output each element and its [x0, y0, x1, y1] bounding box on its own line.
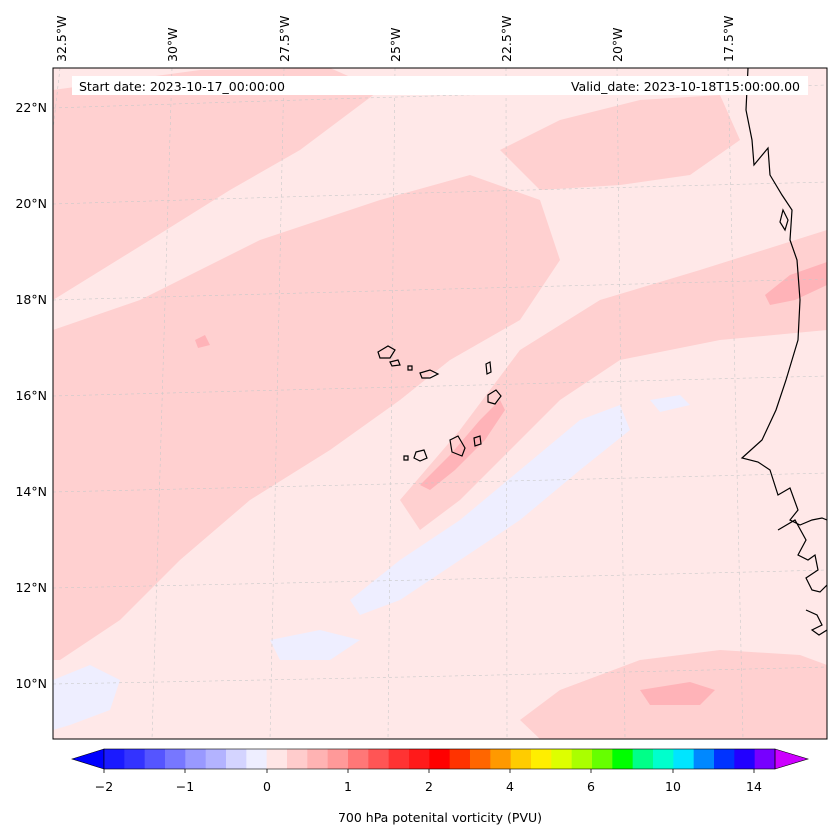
- colorbar-segment: [673, 749, 695, 769]
- lon-label: 22.5°W: [499, 16, 514, 62]
- map-frame: [52, 67, 828, 740]
- cabo-verde-islands: [377, 345, 502, 462]
- lon-label: 25°W: [388, 27, 403, 62]
- colorbar-segment: [571, 749, 593, 769]
- lon-label: 17.5°W: [721, 16, 736, 62]
- colorbar-segment: [266, 749, 288, 769]
- colorbar-segment: [734, 749, 756, 769]
- colorbar-segment: [551, 749, 573, 769]
- lat-label: 18°N: [15, 292, 47, 307]
- colorbar-segment: [104, 749, 125, 769]
- island-boa-vista: [487, 389, 502, 405]
- colorbar-segment: [246, 749, 268, 769]
- colorbar-segment: [632, 749, 654, 769]
- lat-label: 16°N: [15, 388, 47, 403]
- lat-label: 10°N: [15, 676, 47, 691]
- colorbar-tick-label: 2: [425, 779, 433, 794]
- graticule: [53, 68, 827, 739]
- lon-label: 30°W: [165, 27, 180, 62]
- colorbar-tick-label: 1: [344, 779, 352, 794]
- colorbar-segment: [714, 749, 735, 769]
- start-date-text: Start date: 2023-10-17_00:00:00: [79, 79, 285, 94]
- colorbar-segment: [327, 749, 349, 769]
- colorbar-tick-label: 10: [665, 779, 681, 794]
- colorbar-segments: [104, 749, 776, 769]
- valid-date-text: Valid_date: 2023-10-18T15:00:00.00: [571, 79, 800, 94]
- colorbar-segment: [470, 749, 491, 769]
- coastline: [740, 68, 827, 636]
- pv-field-negative: [53, 395, 690, 730]
- colorbar-segment: [409, 749, 430, 769]
- colorbar-segment: [307, 749, 329, 769]
- island-sao-vicente: [389, 359, 401, 367]
- colorbar-segment: [510, 749, 532, 769]
- colorbar-label: 700 hPa potenital vorticity (PVU): [338, 810, 542, 825]
- latitude-labels: 22°N 20°N 18°N 16°N 14°N 12°N 10°N: [15, 100, 47, 691]
- island-santiago: [449, 435, 466, 457]
- lat-label: 14°N: [15, 484, 47, 499]
- colorbar-segment: [144, 749, 166, 769]
- date-box: [72, 76, 808, 95]
- colorbar-outline: [103, 748, 776, 770]
- pv-field-medium: [195, 262, 827, 705]
- colorbar-segment: [693, 749, 715, 769]
- colorbar-segment: [429, 749, 451, 769]
- colorbar-segment: [490, 749, 512, 769]
- lon-label: 32.5°W: [54, 16, 69, 62]
- island-sal: [485, 361, 492, 375]
- colorbar-tick-label: 14: [746, 779, 762, 794]
- colorbar-tick-label: −2: [95, 779, 113, 794]
- colorbar-segment: [449, 749, 471, 769]
- colorbar-segment: [388, 749, 410, 769]
- colorbar-segment: [185, 749, 207, 769]
- lat-label: 20°N: [15, 196, 47, 211]
- colorbar-segment: [287, 749, 308, 769]
- africa-coast: [740, 68, 827, 636]
- colorbar-segment: [124, 749, 146, 769]
- island-brava: [403, 455, 409, 461]
- colorbar-segment: [531, 749, 552, 769]
- africa-inlet: [779, 208, 789, 232]
- colorbar-ticks: [103, 769, 755, 773]
- colorbar-segment: [592, 749, 613, 769]
- colorbar-segment: [368, 749, 390, 769]
- colorbar-segment: [165, 749, 186, 769]
- colorbar-segment: [226, 749, 247, 769]
- colorbar-tick-labels: −2 −1 0 1 2 4 6 10 14: [95, 779, 762, 794]
- map-panel: [53, 68, 827, 739]
- colorbar-under-extension: [70, 748, 105, 770]
- island-sao-nicolau: [419, 369, 440, 379]
- island-maio: [473, 435, 482, 447]
- colorbar-tick-label: 4: [506, 779, 514, 794]
- lon-label: 20°W: [610, 27, 625, 62]
- colorbar-tick-label: 6: [587, 779, 595, 794]
- lat-label: 22°N: [15, 100, 47, 115]
- island-santo-antao: [377, 345, 396, 359]
- lon-label: 27.5°W: [277, 16, 292, 62]
- colorbar-tick-label: 0: [263, 779, 271, 794]
- colorbar-tick-label: −1: [176, 779, 194, 794]
- longitude-labels: 32.5°W 30°W 27.5°W 25°W 22.5°W 20°W 17.5…: [54, 16, 736, 62]
- colorbar-segment: [205, 749, 227, 769]
- island-fogo: [413, 449, 428, 462]
- colorbar-segment: [653, 749, 674, 769]
- colorbar: −2 −1 0 1 2 4 6 10 14 700 hPa potenital …: [70, 748, 810, 825]
- colorbar-segment: [348, 749, 369, 769]
- colorbar-segment: [612, 749, 634, 769]
- colorbar-over-extension: [774, 748, 810, 770]
- colorbar-segment: [754, 749, 776, 769]
- lat-label: 12°N: [15, 580, 47, 595]
